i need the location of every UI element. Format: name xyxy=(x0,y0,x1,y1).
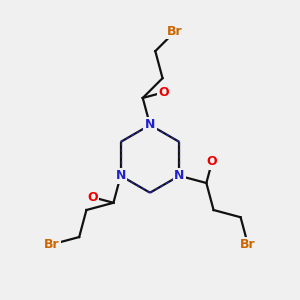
Text: N: N xyxy=(174,169,184,182)
Text: O: O xyxy=(207,155,217,168)
Text: Br: Br xyxy=(44,238,60,251)
Text: O: O xyxy=(158,86,169,99)
Text: O: O xyxy=(87,190,98,204)
Text: Br: Br xyxy=(240,238,256,251)
Text: Br: Br xyxy=(167,25,183,38)
Text: N: N xyxy=(116,169,126,182)
Text: N: N xyxy=(145,118,155,131)
